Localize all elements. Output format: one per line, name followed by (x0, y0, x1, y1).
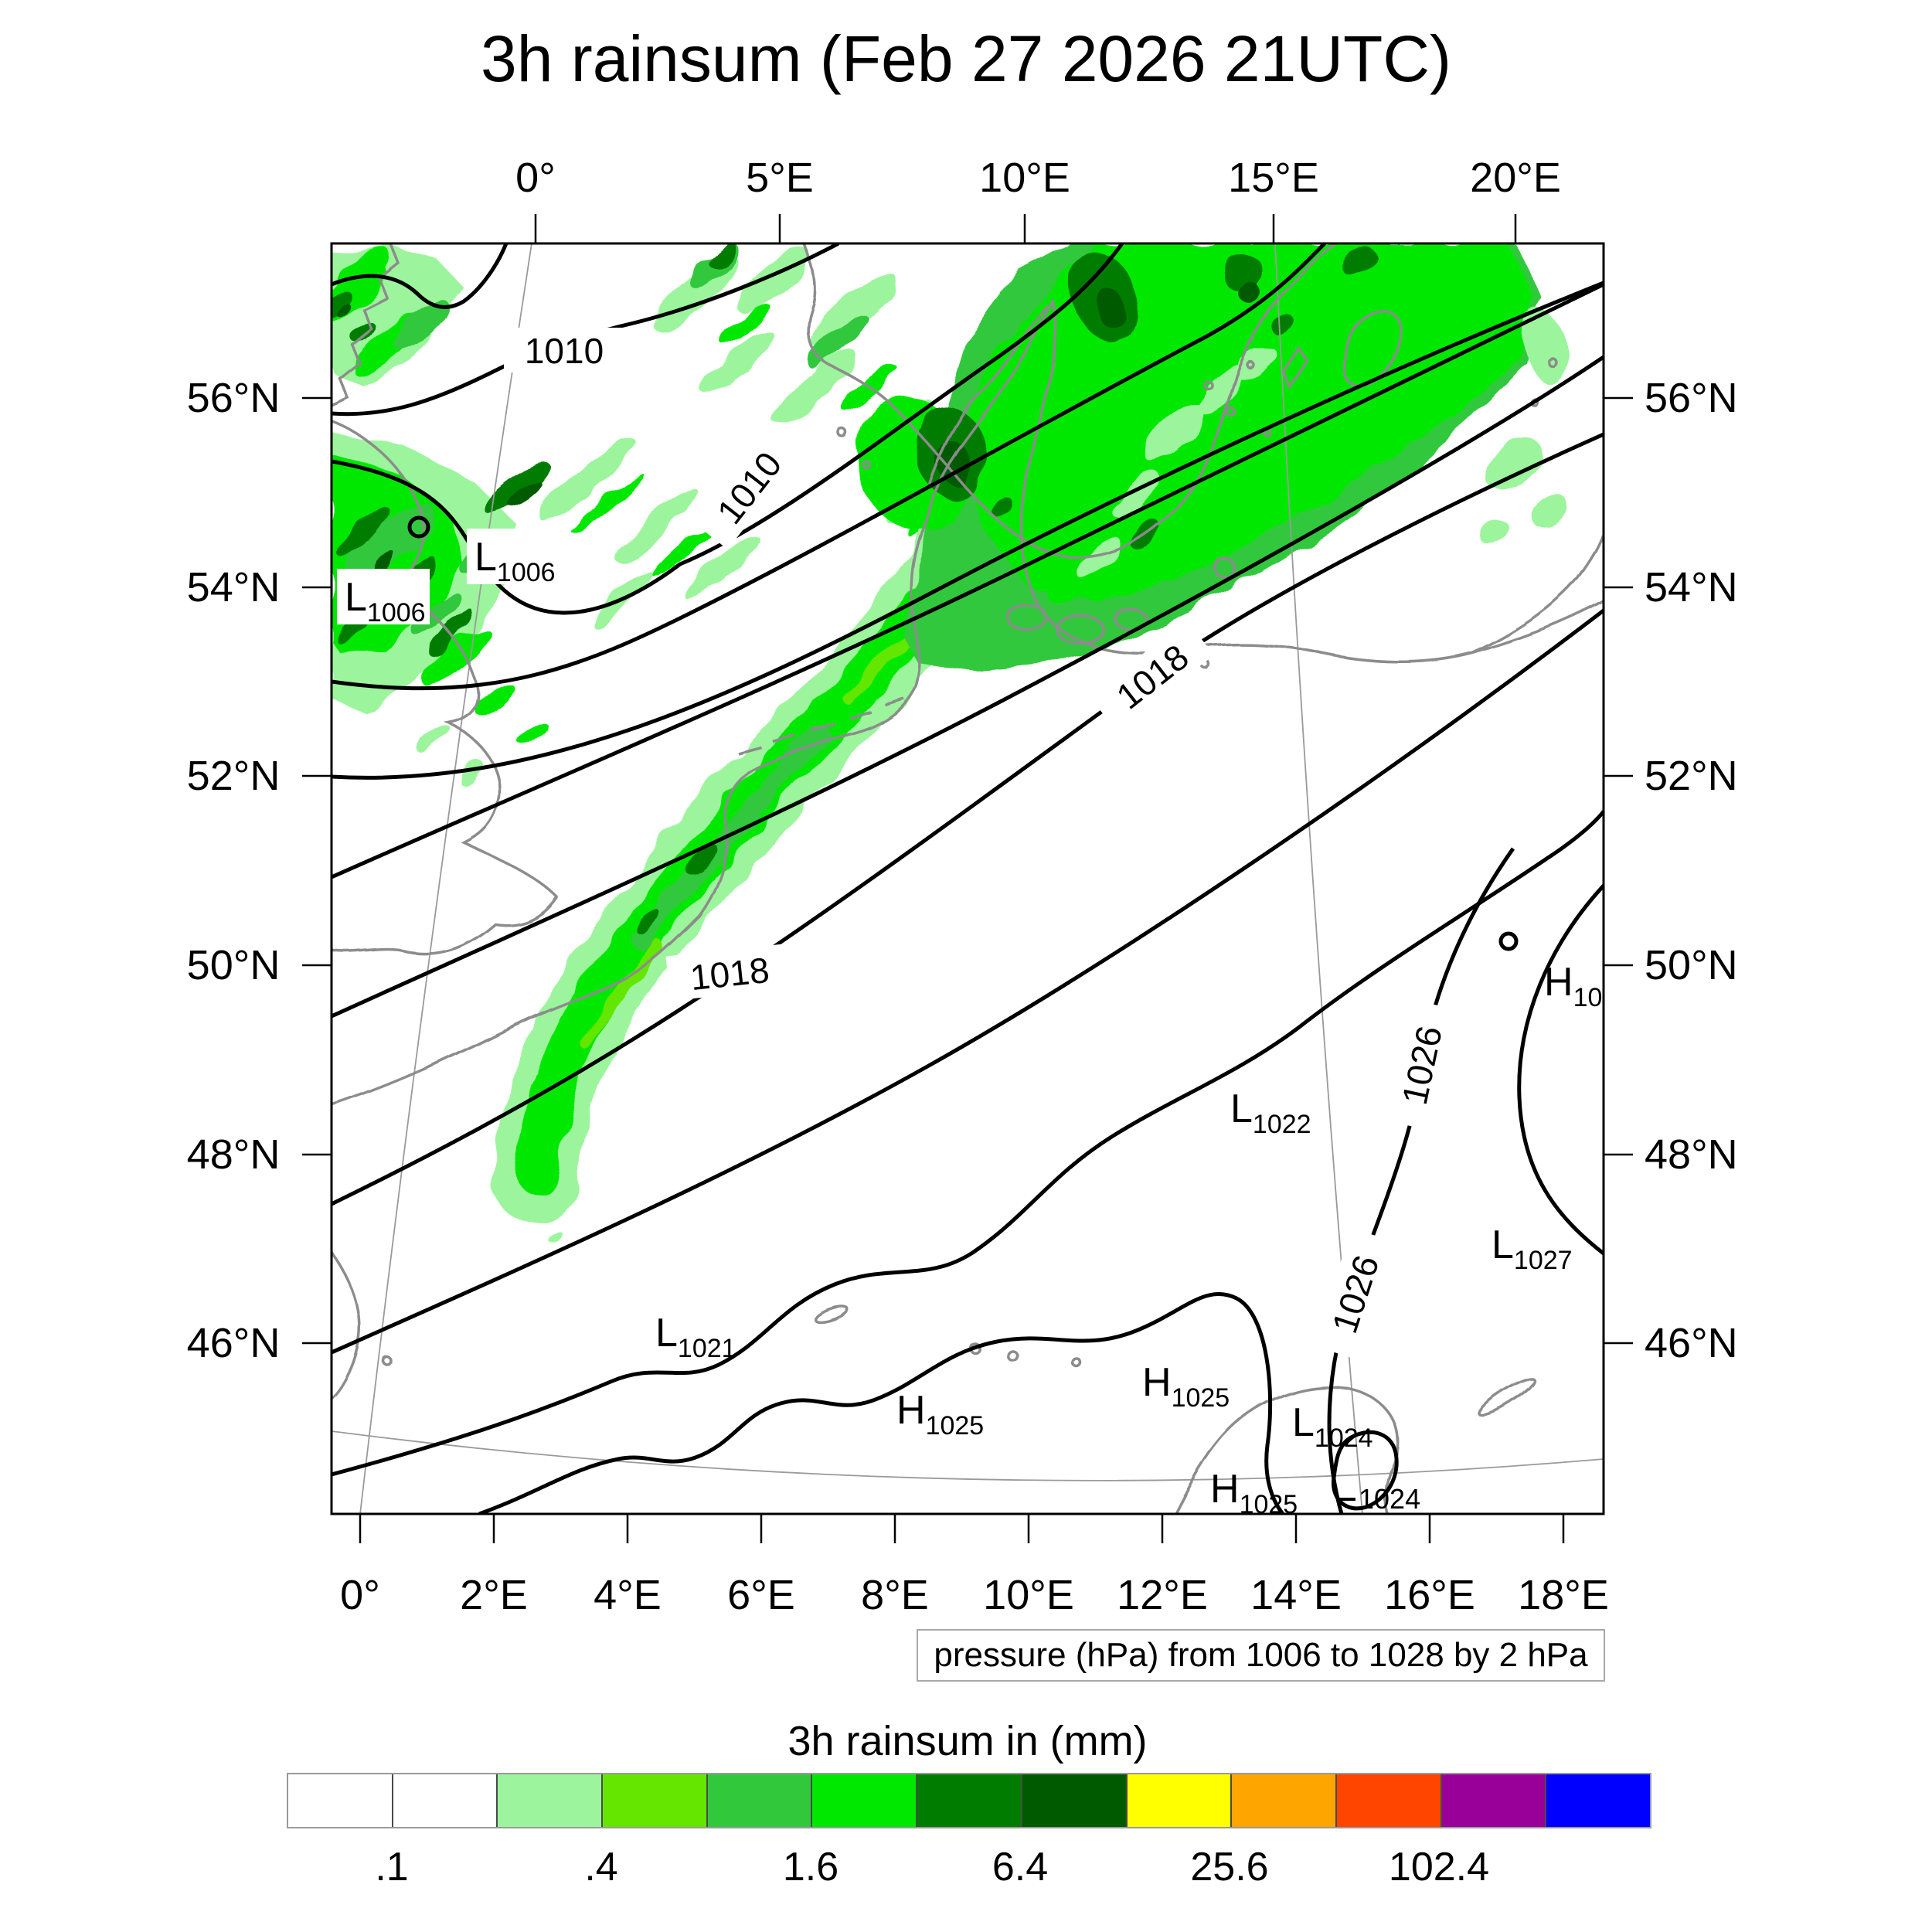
top-tick-label: 5°E (746, 155, 814, 201)
high-center-1025-c: H1025 (1210, 1467, 1298, 1519)
colorbar-cell (917, 1774, 1022, 1827)
bottom-tick-label: 0° (340, 1572, 380, 1618)
colorbar-cell (1022, 1774, 1128, 1827)
left-tick-label: 46°N (187, 1320, 281, 1366)
bottom-axis-labels: 0° 2°E 4°E 6°E 8°E 10°E 12°E 14°E 16°E 1… (340, 1572, 1609, 1618)
bottom-tick-label: 12°E (1117, 1572, 1208, 1618)
colorbar-cell (603, 1774, 708, 1827)
contour-labels: 1010 1010 1018 1018 1026 (504, 328, 1455, 1515)
bottom-tick-label: 8°E (861, 1572, 929, 1618)
high-center-clipped: H10 (1544, 960, 1602, 1012)
colorbar-cell (1336, 1774, 1442, 1827)
colorbar-cell (1441, 1774, 1547, 1827)
map-frame (330, 242, 1605, 1515)
low-center-1022: L1022 (1230, 1087, 1311, 1139)
high-center-1025-a: H1025 (896, 1388, 984, 1440)
left-axis-labels: 56°N 54°N 52°N 50°N 48°N 46°N (187, 375, 281, 1366)
right-tick-label: 52°N (1645, 753, 1738, 799)
colorbar-cell (288, 1774, 393, 1827)
top-tick-label: 0° (515, 155, 556, 201)
colorbar-cell (1546, 1774, 1650, 1827)
bottom-tick-label: 2°E (460, 1572, 528, 1618)
left-tick-label: 54°N (187, 564, 281, 611)
left-tick-label: 48°N (187, 1131, 281, 1178)
isobar-label-1010-a: 1010 (525, 331, 604, 371)
colorbar-label: 1.6 (782, 1845, 839, 1889)
colorbar-cell (707, 1774, 813, 1827)
bottom-tick-label: 4°E (594, 1572, 662, 1618)
bottom-tick-label: 16°E (1384, 1572, 1475, 1618)
colorbar-cell (393, 1774, 498, 1827)
colorbar-cell (1127, 1774, 1233, 1827)
colorbar-label: 102.4 (1388, 1845, 1490, 1889)
colorbar (287, 1773, 1651, 1828)
pressure-centers: L1006 L1006 L1022 H10 L1027 L1021 H1025 … (337, 529, 1602, 1519)
bottom-tick-label: 14°E (1250, 1572, 1342, 1618)
left-tick-label: 50°N (187, 942, 281, 988)
top-axis-labels: 0° 5°E 10°E 15°E 20°E (515, 155, 1561, 201)
left-tick-label: 52°N (187, 753, 281, 799)
bottom-tick-label: 10°E (983, 1572, 1074, 1618)
colorbar-cell (1232, 1774, 1337, 1827)
bottom-tick-label: 18°E (1518, 1572, 1609, 1618)
low-center-1006-b: L1006 (474, 535, 556, 587)
low-center-1024: L1024 (1292, 1400, 1373, 1453)
colorbar-label: .4 (584, 1845, 618, 1889)
bottom-tick-label: 6°E (727, 1572, 795, 1618)
low-center-1027: L1027 (1492, 1223, 1573, 1275)
left-tick-label: 56°N (187, 375, 281, 421)
top-tick-label: 20°E (1470, 155, 1561, 201)
colorbar-label: 6.4 (992, 1845, 1049, 1889)
right-axis-labels: 56°N 54°N 52°N 50°N 48°N 46°N (1645, 375, 1738, 1366)
right-tick-label: 50°N (1645, 942, 1738, 988)
right-tick-label: 46°N (1645, 1320, 1738, 1366)
right-tick-label: 54°N (1645, 564, 1738, 611)
isobar-label-1026-a: 1026 (1394, 1022, 1450, 1108)
isobar-label-1018-b: 1018 (689, 950, 771, 998)
axis-ticks (302, 214, 1633, 1543)
top-tick-label: 10°E (979, 155, 1070, 201)
low-center-1006-a: L1006 (345, 575, 426, 628)
top-tick-label: 15°E (1228, 155, 1319, 201)
page-title: 3h rainsum (Feb 27 2026 21UTC) (481, 22, 1451, 95)
right-tick-label: 56°N (1645, 375, 1738, 421)
legend-title: 3h rainsum in (mm) (787, 1718, 1148, 1764)
colorbar-label: 25.6 (1190, 1845, 1269, 1889)
pressure-caption: pressure (hPa) from 1006 to 1028 by 2 hP… (917, 1629, 1605, 1682)
right-tick-label: 48°N (1645, 1131, 1738, 1178)
colorbar-cell (498, 1774, 604, 1827)
high-center-1025-b: H1025 (1142, 1360, 1230, 1413)
colorbar-label: .1 (375, 1845, 409, 1889)
isobar-label-1024: 1024 (1359, 1483, 1420, 1515)
pressure-contours (332, 243, 1604, 1514)
colorbar-cell (812, 1774, 918, 1827)
low-center-1021: L1021 (655, 1311, 736, 1363)
